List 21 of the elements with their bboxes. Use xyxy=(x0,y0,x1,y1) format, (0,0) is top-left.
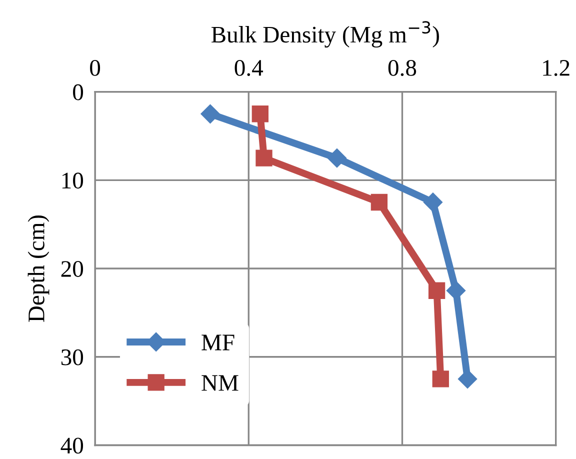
point xyxy=(252,106,268,122)
point xyxy=(428,282,446,299)
point xyxy=(432,370,449,388)
point xyxy=(327,148,346,168)
point xyxy=(423,192,442,212)
legend-label: MF xyxy=(202,334,234,350)
y-tick-label: 10 xyxy=(62,172,84,189)
x-tick-label: 1.2 xyxy=(543,60,570,76)
y-tick-label: 0 xyxy=(73,84,84,100)
point xyxy=(256,150,272,166)
x-tick-label: 0.8 xyxy=(388,60,416,76)
x-tick-label: 0 xyxy=(90,60,100,76)
point xyxy=(370,194,388,211)
y-tick-label: 30 xyxy=(61,349,84,366)
y-axis-title: Depth (cm) xyxy=(28,215,50,322)
y-tick-label: 40 xyxy=(60,438,84,454)
x-axis-title: Bulk Density (Mg m$^{−3}$) xyxy=(211,21,439,48)
x-tick-label: 0.4 xyxy=(234,60,264,76)
point xyxy=(200,104,220,124)
legend-label: NM xyxy=(202,375,238,391)
y-tick-label: 20 xyxy=(61,261,84,277)
